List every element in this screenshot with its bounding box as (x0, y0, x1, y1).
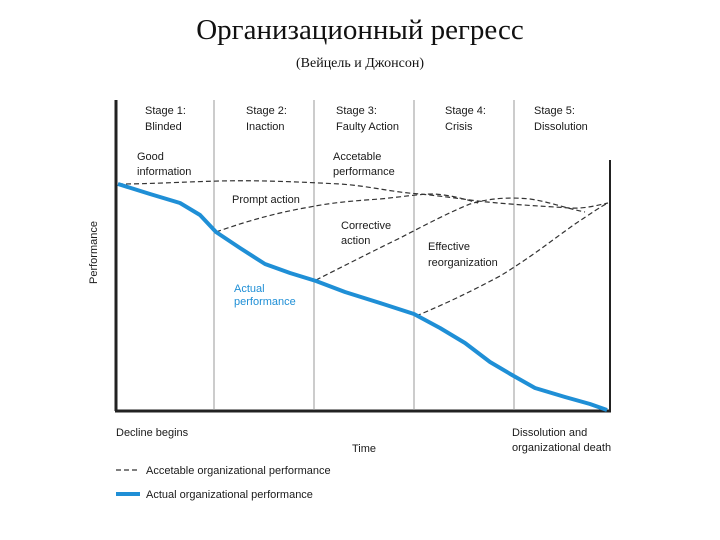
effective-reorganization-line (415, 202, 609, 317)
annotation-corrective-action-1: Corrective (341, 220, 391, 232)
acceptable-performance-line-main (117, 180, 609, 209)
legend-solid-label: Actual organizational performance (146, 489, 313, 501)
stage-1-name: Blinded (145, 121, 182, 133)
annotation-good-information-1: Good (137, 151, 164, 163)
stage-5-label: Stage 5: (534, 105, 575, 117)
page-title: Организационный регресс (196, 14, 524, 46)
legend-dashed-label: Accetable organizational performance (146, 465, 331, 477)
page-subtitle: (Вейцель и Джонсон) (295, 56, 424, 71)
stage-3-name: Faulty Action (336, 121, 399, 133)
dissolution-label-1: Dissolution and (512, 427, 587, 439)
annotation-prompt-action: Prompt action (232, 194, 300, 206)
stage-4-label: Stage 4: (445, 105, 486, 117)
stage-4-name: Crisis (445, 121, 473, 133)
actual-performance-line (117, 182, 608, 412)
annotation-actual-performance-1: Actual (234, 283, 265, 295)
annotation-effective-reorganization-2: reorganization (428, 257, 498, 269)
annotation-acceptable-performance-2: performance (333, 166, 395, 178)
stage-1-label: Stage 1: (145, 105, 186, 117)
annotation-corrective-action-2: action (341, 235, 370, 247)
annotation-good-information-2: information (137, 166, 191, 178)
y-axis-label: Performance (88, 221, 100, 284)
x-axis-label: Time (352, 443, 376, 455)
annotation-effective-reorganization-1: Effective (428, 241, 470, 253)
stage-3-label: Stage 3: (336, 105, 377, 117)
stage-5-name: Dissolution (534, 121, 588, 133)
annotation-actual-performance-2: performance (234, 296, 296, 308)
stage-2-name: Inaction (246, 121, 285, 133)
prompt-action-line (215, 193, 479, 233)
decline-begins-label: Decline begins (116, 427, 189, 439)
stage-2-label: Stage 2: (246, 105, 287, 117)
annotation-acceptable-performance-1: Accetable (333, 151, 381, 163)
dissolution-label-2: organizational death (512, 442, 611, 454)
